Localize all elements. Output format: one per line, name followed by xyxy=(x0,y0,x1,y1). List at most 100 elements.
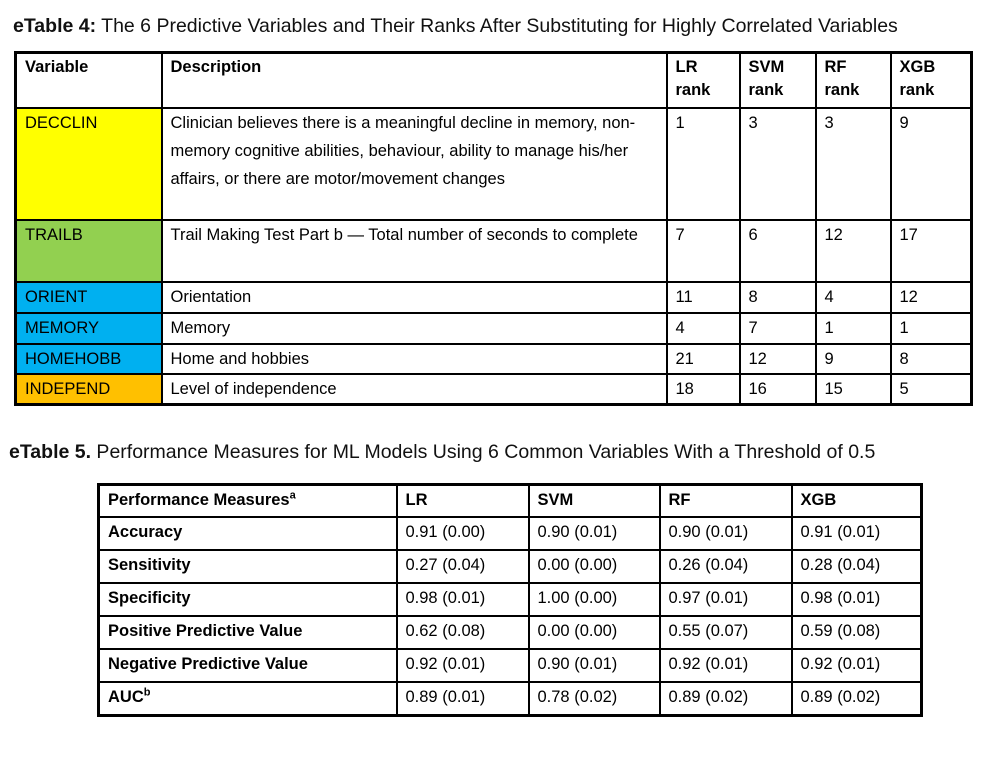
col-header-variable: Variable xyxy=(14,51,163,109)
header-line: rank xyxy=(899,81,935,99)
lr-value-cell: 0.91 (0.00) xyxy=(395,516,530,551)
col-header-description: Description xyxy=(160,51,668,109)
page: { "etable4": { "caption_label": "eTable … xyxy=(0,10,1004,764)
svm-rank-cell: 6 xyxy=(738,219,817,283)
description-cell: Memory xyxy=(160,312,668,345)
table-header-row: Variable Description LR rank SVM rank RF ra… xyxy=(14,51,973,109)
col-header-performance-measures: Performance Measuresa xyxy=(97,483,398,518)
svm-value-cell: 0.90 (0.01) xyxy=(527,648,661,683)
rf-value-cell: 0.92 (0.01) xyxy=(658,648,793,683)
description-cell: Trail Making Test Part b — Total number … xyxy=(160,219,668,283)
rf-rank-cell: 3 xyxy=(814,107,892,221)
col-header-xgb: XGB xyxy=(790,483,923,518)
xgb-rank-cell: 12 xyxy=(889,281,973,314)
rf-value-cell: 0.90 (0.01) xyxy=(658,516,793,551)
header-line: LR xyxy=(675,58,698,76)
svm-rank-cell: 12 xyxy=(738,343,817,375)
header-line: Description xyxy=(170,58,262,76)
etable4-caption-label: eTable 4: xyxy=(13,15,97,37)
xgb-rank-cell: 9 xyxy=(889,107,973,221)
footnote-marker: b xyxy=(143,686,151,699)
lr-rank-cell: 18 xyxy=(665,373,741,406)
rf-rank-cell: 1 xyxy=(814,312,892,345)
measure-label: Accuracy xyxy=(108,523,183,541)
lr-rank-cell: 1 xyxy=(665,107,741,221)
rf-value-cell: 0.89 (0.02) xyxy=(658,681,793,717)
measure-label-cell: Negative Predictive Value xyxy=(97,648,398,683)
lr-value-cell: 0.89 (0.01) xyxy=(395,681,530,717)
measure-label-cell: AUCb xyxy=(97,681,398,717)
svm-rank-cell: 16 xyxy=(738,373,817,406)
measure-label-cell: Positive Predictive Value xyxy=(97,615,398,650)
col-header-svm: SVM xyxy=(527,483,661,518)
table-row: Accuracy 0.91 (0.00) 0.90 (0.01) 0.90 (0… xyxy=(97,516,923,551)
measure-label: Sensitivity xyxy=(108,556,191,574)
table-row: MEMORY Memory 4 7 1 1 xyxy=(14,312,973,345)
header-line: RF xyxy=(824,58,847,76)
col-header-lr: LR xyxy=(395,483,530,518)
lr-rank-cell: 7 xyxy=(665,219,741,283)
xgb-value-cell: 0.92 (0.01) xyxy=(790,648,923,683)
rf-rank-cell: 12 xyxy=(814,219,892,283)
footnote-marker: a xyxy=(289,489,296,502)
table-row: AUCb 0.89 (0.01) 0.78 (0.02) 0.89 (0.02)… xyxy=(97,681,923,717)
rf-value-cell: 0.26 (0.04) xyxy=(658,549,793,584)
header-line: Variable xyxy=(25,58,89,76)
col-header-rf-rank: RF rank xyxy=(814,51,892,109)
table-row: Sensitivity 0.27 (0.04) 0.00 (0.00) 0.26… xyxy=(97,549,923,584)
measure-label: Negative Predictive Value xyxy=(108,655,308,673)
header-line: XGB xyxy=(899,58,936,76)
description-cell: Home and hobbies xyxy=(160,343,668,375)
lr-rank-cell: 4 xyxy=(665,312,741,345)
header-line: SVM xyxy=(748,58,785,76)
etable5-caption: eTable 5. Performance Measures for ML Mo… xyxy=(9,436,984,469)
col-header-xgb-rank: XGB rank xyxy=(889,51,973,109)
variable-cell: MEMORY xyxy=(14,312,163,345)
measure-label: Positive Predictive Value xyxy=(108,622,303,640)
xgb-value-cell: 0.98 (0.01) xyxy=(790,582,923,617)
col-header-lr-rank: LR rank xyxy=(665,51,741,109)
variable-cell: TRAILB xyxy=(14,219,163,283)
svm-value-cell: 0.00 (0.00) xyxy=(527,549,661,584)
lr-rank-cell: 21 xyxy=(665,343,741,375)
header-line: rank xyxy=(675,81,711,99)
lr-value-cell: 0.62 (0.08) xyxy=(395,615,530,650)
table-row: HOMEHOBB Home and hobbies 21 12 9 8 xyxy=(14,343,973,375)
measure-label: Specificity xyxy=(108,589,191,607)
measure-label-cell: Specificity xyxy=(97,582,398,617)
rf-rank-cell: 4 xyxy=(814,281,892,314)
etable4-caption-text: The 6 Predictive Variables and Their Ran… xyxy=(96,15,898,37)
svm-value-cell: 0.90 (0.01) xyxy=(527,516,661,551)
xgb-rank-cell: 17 xyxy=(889,219,973,283)
lr-value-cell: 0.98 (0.01) xyxy=(395,582,530,617)
description-cell: Clinician believes there is a meaningful… xyxy=(160,107,668,221)
xgb-value-cell: 0.59 (0.08) xyxy=(790,615,923,650)
svm-value-cell: 0.00 (0.00) xyxy=(527,615,661,650)
header-line: rank xyxy=(824,81,860,99)
variable-cell: INDEPEND xyxy=(14,373,163,406)
table-row: Specificity 0.98 (0.01) 1.00 (0.00) 0.97… xyxy=(97,582,923,617)
lr-value-cell: 0.27 (0.04) xyxy=(395,549,530,584)
svm-rank-cell: 3 xyxy=(738,107,817,221)
table-row: TRAILB Trail Making Test Part b — Total … xyxy=(14,219,973,283)
xgb-rank-cell: 5 xyxy=(889,373,973,406)
svm-rank-cell: 7 xyxy=(738,312,817,345)
rf-rank-cell: 9 xyxy=(814,343,892,375)
variable-cell: ORIENT xyxy=(14,281,163,314)
svm-rank-cell: 8 xyxy=(738,281,817,314)
predictive-variables-table: Variable Description LR rank SVM rank RF ra… xyxy=(14,51,973,406)
table-row: Negative Predictive Value 0.92 (0.01) 0.… xyxy=(97,648,923,683)
description-cell: Level of independence xyxy=(160,373,668,406)
lr-value-cell: 0.92 (0.01) xyxy=(395,648,530,683)
rf-value-cell: 0.55 (0.07) xyxy=(658,615,793,650)
lr-rank-cell: 11 xyxy=(665,281,741,314)
rf-value-cell: 0.97 (0.01) xyxy=(658,582,793,617)
measure-label: AUC xyxy=(108,688,144,706)
xgb-rank-cell: 8 xyxy=(889,343,973,375)
measure-label-cell: Accuracy xyxy=(97,516,398,551)
table-row: ORIENT Orientation 11 8 4 12 xyxy=(14,281,973,314)
description-cell: Orientation xyxy=(160,281,668,314)
col-header-rf: RF xyxy=(658,483,793,518)
rf-rank-cell: 15 xyxy=(814,373,892,406)
etable5-caption-text: Performance Measures for ML Models Using… xyxy=(91,441,876,463)
